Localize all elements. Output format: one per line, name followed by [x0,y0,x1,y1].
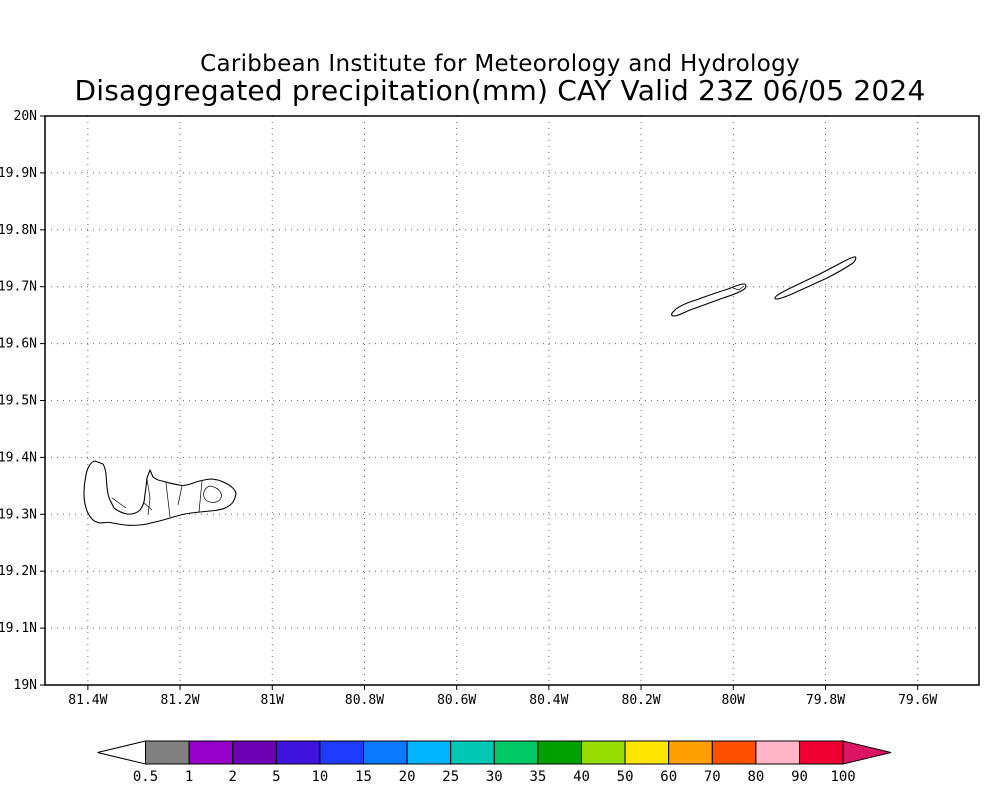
little-cayman-coastline [671,283,747,317]
latlon-grid [45,115,979,686]
x-tick-label: 81W [261,693,285,708]
y-tick-label: 19N [14,678,37,693]
colorbar-above-max-arrow [842,740,892,765]
colorbar-label: 10 [311,769,328,785]
institute-title: Caribbean Institute for Meteorology and … [200,51,800,77]
x-tick-label: 80.8W [345,693,384,708]
y-tick-label: 20N [14,109,37,124]
x-tick-label: 80.2W [622,693,661,708]
grand-cayman-inner-lagoon [203,485,222,503]
y-tick-label: 19.1N [0,621,37,636]
colorbar-segment [232,740,277,765]
colorbar-label: 5 [272,769,280,785]
y-tick-label: 19.3N [0,507,37,522]
y-tick-label: 19.8N [0,223,37,238]
plot-frame [40,115,980,690]
colorbar-segment [450,740,495,765]
colorbar-segment [711,740,757,765]
little-cayman-east-detail [732,285,745,291]
y-tick-label: 19.9N [0,166,37,181]
grand-cayman-district-borders [111,478,203,518]
colorbar-segment [406,740,452,765]
x-tick-label: 80W [722,693,746,708]
axis-labels: 81.4W 81.2W 81W 80.8W 80.6W 80.4W 80.2W 80W 79.8… [0,109,937,708]
colorbar-segment [493,740,539,765]
x-tick-label: 80.6W [437,693,476,708]
colorbar-segment [624,740,670,765]
x-tick-label: 81.4W [68,693,107,708]
chart-title: Disaggregated precipitation(mm) CAY Vali… [74,74,926,107]
colorbar-segment [363,740,408,765]
colorbar-label: 80 [747,769,764,785]
colorbar-label: 60 [660,769,677,785]
grand-cayman-coastline [83,460,237,526]
colorbar-label: 50 [617,769,634,785]
coastlines-layer [83,256,857,526]
colorbar-label: 30 [486,769,503,785]
plot-border [44,115,980,686]
colorbar-segment [319,740,364,765]
colorbar-label: 1 [185,769,193,785]
colorbar-segment [581,740,626,765]
colorbar-segment [188,740,234,765]
colorbar-segment [755,740,801,765]
cayman-brac-coastline [774,256,857,300]
colorbar-segment [799,740,844,765]
y-tick-label: 19.4N [0,450,37,465]
colorbar-label: 20 [399,769,416,785]
colorbar-label: 15 [355,769,372,785]
colorbar-segment [537,740,583,765]
colorbar-label: 70 [704,769,721,785]
y-tick-label: 19.7N [0,280,37,295]
colorbar-segment [145,740,190,765]
colorbar-segment [275,740,321,765]
colorbar-label: 35 [529,769,546,785]
y-tick-label: 19.6N [0,337,37,352]
colorbar-label: 0.5 [133,769,158,785]
colorbar-label: 90 [791,769,808,785]
colorbar-below-min-arrow [97,740,146,765]
y-tick-label: 19.5N [0,394,37,409]
colorbar-label: 2 [228,769,236,785]
x-tick-label: 81.2W [161,693,200,708]
x-tick-label: 80.4W [529,693,568,708]
x-tick-label: 79.8W [806,693,845,708]
colorbar-label: 40 [573,769,590,785]
colorbar-segment [668,740,713,765]
y-tick-label: 19.2N [0,564,37,579]
x-tick-label: 79.6W [898,693,937,708]
colorbar-label: 25 [442,769,459,785]
colorbar-label: 100 [830,769,855,785]
precipitation-colorbar: 0.5 1 2 5 10 15 20 25 30 35 40 50 60 70 80 90 100 [97,740,892,785]
